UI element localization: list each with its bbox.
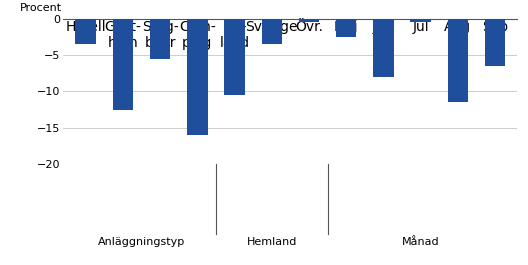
Bar (299, 19, 319, 22)
Bar (76, 19, 96, 44)
Bar (485, 19, 505, 66)
Bar (448, 19, 468, 102)
Bar (410, 19, 431, 22)
Text: Procent: Procent (20, 3, 62, 13)
Bar (336, 19, 356, 37)
Bar (261, 19, 282, 44)
Bar (224, 19, 245, 95)
Bar (150, 19, 171, 59)
Bar (373, 19, 394, 77)
Text: Anläggningstyp: Anläggningstyp (98, 237, 185, 247)
Bar (187, 19, 208, 135)
Bar (112, 19, 133, 110)
Text: Hemland: Hemland (247, 237, 297, 247)
Text: Månad: Månad (402, 237, 439, 247)
